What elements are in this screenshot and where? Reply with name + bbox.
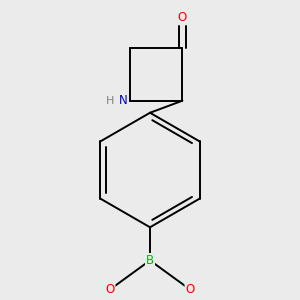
Text: O: O <box>178 11 187 24</box>
Text: O: O <box>185 283 195 296</box>
Text: B: B <box>146 254 154 267</box>
Text: O: O <box>105 283 115 296</box>
Text: H: H <box>106 96 114 106</box>
Text: N: N <box>119 94 128 107</box>
